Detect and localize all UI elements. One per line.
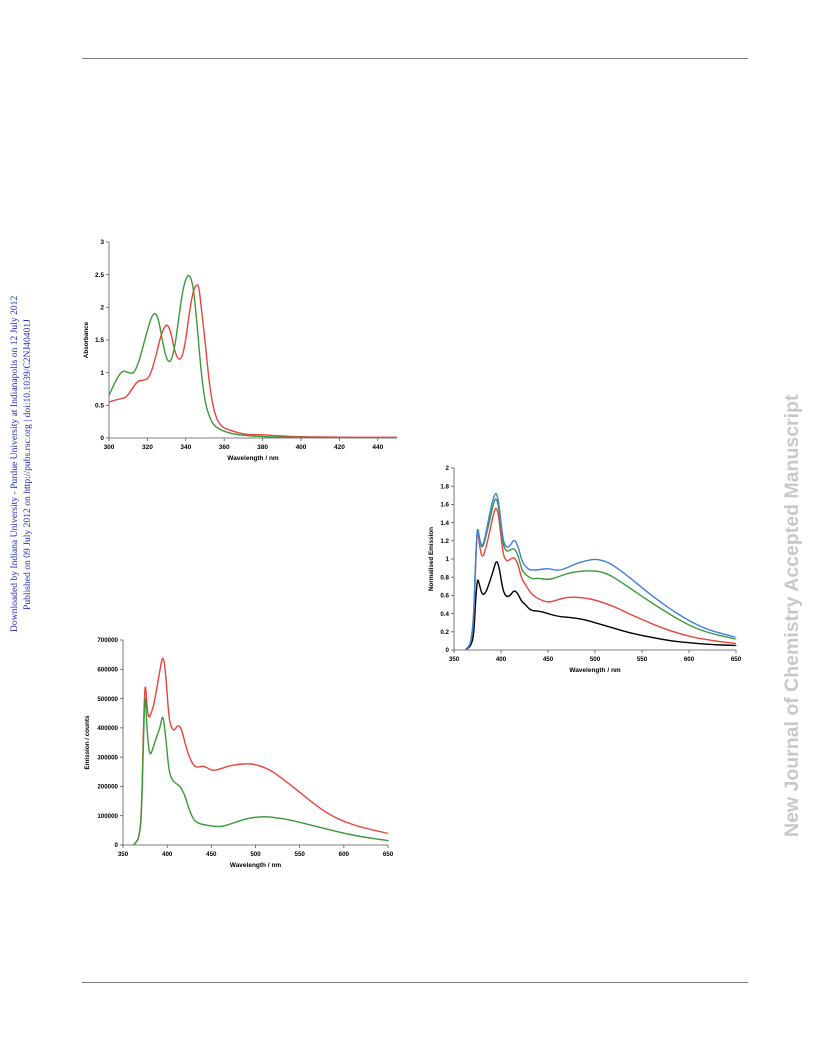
x-tick-label: 500 [250,851,261,858]
y-axis-label: Normalised Emission [428,527,435,591]
y-tick-label: 0.4 [440,611,449,618]
x-tick-label: 650 [383,851,394,858]
publication-notice-line: Published on 09 July 2012 on http://pubs… [22,319,33,610]
journal-watermark-text: New Journal of Chemistry Accepted Manusc… [781,394,803,837]
x-tick-label: 500 [590,656,601,663]
x-tick-label: 400 [162,851,173,858]
x-tick-label: 380 [257,444,268,451]
footer-rule [82,982,748,983]
series-line [133,698,389,845]
normalised-emission-chart: 0 0.2 0.4 0.6 0.8 1 1.2 1.4 1.6 1.8 2 350 400 450 500 5… [420,460,750,680]
x-tick-label: 600 [339,851,350,858]
y-tick-label: 0.2 [440,629,449,636]
download-notice: Downloaded by Indiana University - Purdu… [6,240,46,640]
y-tick-label: 1 [446,556,450,563]
y-tick-label: 400000 [97,725,118,732]
download-notice-line: Downloaded by Indiana University - Purdu… [9,295,20,632]
y-tick-label: 200000 [97,784,118,791]
y-tick-label: 300000 [97,754,118,761]
x-axis-label: Wavelength / nm [230,862,282,869]
y-tick-label: 600000 [97,666,118,673]
x-tick-label: 340 [180,444,191,451]
series-line [109,274,397,438]
y-tick-label: 100000 [97,813,118,820]
x-tick-label: 550 [637,656,648,663]
x-tick-label: 650 [731,656,742,663]
x-tick-label: 420 [334,444,345,451]
series-line [464,492,737,650]
x-tick-label: 350 [118,851,129,858]
absorbance-chart: 0 0.5 1 1.5 2 2.5 3 300 320 340 360 380 400 420 440 Wav… [80,234,410,470]
emission-chart: 0 100000 200000 300000 400000 500000 600000 700… [80,632,410,874]
x-tick-label: 300 [104,444,115,451]
y-tick-label: 0.5 [95,403,104,410]
x-tick-label: 440 [372,444,383,451]
x-tick-label: 450 [543,656,554,663]
y-tick-label: 1.6 [440,502,449,509]
y-tick-label: 1.8 [440,483,449,490]
y-tick-label: 500000 [97,696,118,703]
x-axis-label: Wavelength / nm [569,667,621,674]
x-tick-label: 550 [295,851,306,858]
y-tick-label: 0.6 [440,593,449,600]
series-line [464,498,737,650]
x-axis-label: Wavelength / nm [227,455,279,462]
journal-watermark: New Journal of Chemistry Accepted Manusc… [778,230,808,850]
y-tick-label: 0 [115,842,119,849]
header-rule [82,58,748,59]
y-tick-label: 0.8 [440,574,449,581]
x-tick-label: 400 [296,444,307,451]
series-line [464,507,737,650]
y-axis-label: Absorbance [83,321,90,358]
y-tick-label: 0 [446,647,450,654]
y-tick-label: 1.5 [95,337,104,344]
y-tick-label: 2.5 [95,272,104,279]
y-tick-label: 2 [446,465,450,472]
x-tick-label: 600 [684,656,695,663]
y-tick-label: 1.2 [440,538,449,545]
x-tick-label: 450 [206,851,217,858]
series-line [133,657,389,845]
x-tick-label: 400 [496,656,507,663]
x-tick-label: 320 [142,444,153,451]
y-tick-label: 0 [100,435,104,442]
y-axis-label: Emission / counts [84,715,91,769]
y-tick-label: 1 [100,370,104,377]
x-tick-label: 350 [449,656,460,663]
normalised-emission-chart-svg: 0 0.2 0.4 0.6 0.8 1 1.2 1.4 1.6 1.8 2 350 400 450 500 5… [428,465,742,674]
y-tick-label: 1.4 [440,520,449,527]
absorbance-chart-svg: 0 0.5 1 1.5 2 2.5 3 300 320 340 360 380 400 420 440 Wav… [83,239,398,462]
emission-chart-svg: 0 100000 200000 300000 400000 500000 600000 700… [84,637,394,869]
y-tick-label: 700000 [97,637,118,644]
y-tick-label: 3 [100,239,104,246]
series-line [464,561,737,650]
y-tick-label: 2 [100,305,104,312]
x-tick-label: 360 [219,444,230,451]
series-line [109,284,398,438]
